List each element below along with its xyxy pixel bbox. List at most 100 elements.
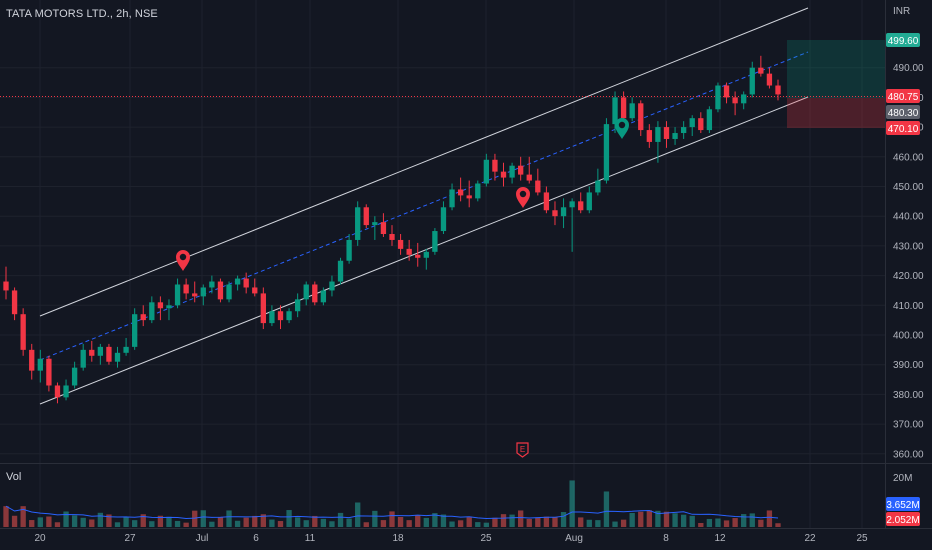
channel-median-line: [39, 51, 809, 361]
price-tick: 380.00: [893, 390, 924, 401]
candle-body: [329, 281, 335, 291]
candle-body: [269, 311, 275, 324]
volume-bar: [11, 515, 18, 527]
volume-bar: [758, 519, 764, 527]
candle-body: [114, 352, 121, 362]
volume-bar: [423, 517, 429, 527]
candle-body: [423, 251, 429, 258]
time-tick: 22: [804, 533, 816, 544]
volume-bar: [337, 512, 344, 527]
candle-body: [569, 201, 575, 208]
candle-body: [680, 127, 687, 134]
candle-body: [380, 222, 387, 235]
volume-bar: [183, 522, 189, 527]
volume-bar: [680, 514, 687, 527]
map-pin-icon[interactable]: [176, 250, 190, 271]
volume-bar: [346, 518, 352, 527]
candle-body: [526, 174, 532, 181]
volume-bar: [372, 510, 378, 527]
long-position-tool[interactable]: [787, 40, 885, 128]
candle-body: [518, 165, 524, 175]
volume-text: 2.052M: [886, 515, 919, 526]
volume-bars: [3, 480, 781, 527]
signal-markers[interactable]: [176, 118, 629, 271]
volume-bar: [500, 514, 507, 527]
candle-body: [406, 248, 412, 255]
time-tick: 8: [663, 533, 669, 544]
volume-bar: [20, 506, 26, 527]
volume-bar: [89, 519, 95, 527]
position-profit-zone[interactable]: [787, 40, 885, 98]
candle-body: [355, 207, 361, 240]
time-tick: Aug: [565, 533, 583, 544]
candle-body: [226, 284, 232, 300]
volume-bar: [329, 521, 335, 527]
volume-bar: [294, 517, 301, 527]
last-price-text: 480.75: [888, 92, 919, 103]
earnings-event-icon[interactable]: E: [516, 442, 529, 458]
candle-body: [183, 284, 189, 294]
volume-bar: [492, 517, 498, 527]
candle-body: [209, 281, 215, 288]
volume-ma-text: 3.652M: [886, 500, 919, 511]
candle-body: [723, 85, 730, 98]
volume-bar: [389, 511, 395, 527]
volume-bar: [71, 515, 78, 527]
volume-bar: [483, 522, 490, 527]
candle-body: [260, 293, 266, 324]
candle-body: [80, 349, 86, 368]
volume-bar: [766, 510, 773, 527]
volume-bar: [106, 514, 112, 527]
candle-body: [89, 349, 95, 356]
candle-body: [586, 192, 592, 211]
candle-body: [123, 346, 129, 353]
price-tick: 490.00: [893, 63, 924, 74]
volume-bar: [775, 523, 781, 527]
volume-bar: [612, 521, 618, 527]
volume-bar: [586, 519, 592, 527]
channel-upper-line[interactable]: [39, 7, 809, 317]
volume-bar: [620, 519, 627, 527]
candle-body: [732, 97, 738, 104]
candle-body: [638, 103, 644, 131]
volume-bar: [286, 510, 292, 527]
symbol-title[interactable]: TATA MOTORS LTD., 2h, NSE: [6, 8, 158, 20]
candle-body: [303, 284, 309, 300]
map-pin-icon[interactable]: [516, 187, 530, 208]
candle-body: [466, 195, 472, 199]
price-tick: 420.00: [893, 271, 924, 282]
volume-bar: [226, 510, 232, 527]
volume-bar: [234, 520, 241, 527]
price-tick: 400.00: [893, 330, 924, 341]
volume-bar: [260, 514, 266, 527]
volume-bar: [526, 518, 532, 527]
target-price-badge: [886, 33, 920, 47]
time-axis[interactable]: 20 27 Jul 6 11 18 25 Aug 8 12 22 25: [34, 533, 868, 544]
candle-body: [578, 201, 584, 211]
volume-bar: [698, 523, 704, 527]
prev-price-text: 480.30: [888, 108, 919, 119]
candle-body: [71, 367, 78, 386]
time-tick: 27: [124, 533, 136, 544]
volume-bar: [209, 521, 215, 527]
volume-bar: [132, 520, 138, 527]
position-loss-zone[interactable]: [787, 98, 885, 128]
candle-body: [252, 287, 258, 294]
candle-body: [20, 314, 26, 350]
channel-lower-line[interactable]: [39, 96, 809, 405]
prev-price-badge: [886, 105, 920, 119]
candle-body: [535, 180, 541, 193]
volume-bar: [243, 517, 249, 527]
parallel-channel[interactable]: [39, 7, 809, 405]
volume-pane-label: Vol: [6, 471, 22, 483]
volume-bar: [741, 514, 747, 527]
volume-bar: [97, 512, 104, 527]
candle-body: [475, 183, 481, 199]
volume-bar: [29, 520, 35, 527]
candle-body: [655, 127, 661, 142]
map-pin-icon[interactable]: [615, 118, 629, 139]
candle-body: [97, 346, 104, 356]
volume-bar: [560, 512, 567, 527]
price-tick: 460.00: [893, 152, 924, 163]
